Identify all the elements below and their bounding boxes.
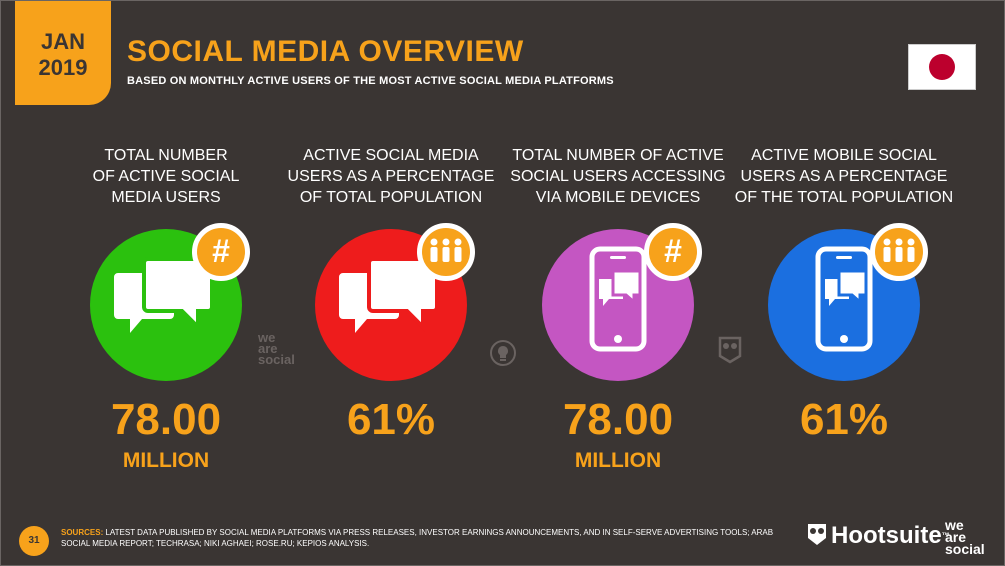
- stat-value: 61%: [346, 395, 436, 444]
- people-icon: [870, 223, 928, 281]
- stat-label: TOTAL NUMBER OF ACTIVE SOCIAL MEDIA USERS: [92, 147, 240, 206]
- we-are-social-logo: we are social: [945, 517, 985, 557]
- sources-label: SOURCES:: [61, 528, 104, 537]
- page-title: SOCIAL MEDIA OVERVIEW: [127, 35, 524, 68]
- lightbulb-icon: [490, 340, 516, 366]
- chat-bubbles-icon: [90, 229, 242, 381]
- people-icon: [417, 223, 475, 281]
- sources-text: LATEST DATA PUBLISHED BY SOCIAL MEDIA PL…: [61, 528, 774, 548]
- stat-value: 78.00: [562, 395, 674, 444]
- hash-icon: #: [192, 223, 250, 281]
- hash-icon: #: [644, 223, 702, 281]
- owl-watermark-icon: [718, 336, 742, 364]
- sources-note: SOURCES: LATEST DATA PUBLISHED BY SOCIAL…: [61, 527, 781, 549]
- page-subtitle: BASED ON MONTHLY ACTIVE USERS OF THE MOS…: [127, 75, 614, 87]
- stat-label: ACTIVE MOBILE SOCIAL USERS AS A PERCENTAG…: [734, 147, 954, 206]
- japan-flag-icon: [908, 44, 976, 90]
- date-badge: JAN 2019: [15, 1, 111, 105]
- page-number: 31: [19, 526, 49, 556]
- stat-unit: MILLION: [122, 449, 210, 472]
- stat-label: ACTIVE SOCIAL MEDIA USERS AS A PERCENTAGE…: [287, 147, 495, 206]
- hootsuite-owl-icon: [808, 524, 826, 545]
- date-year: 2019: [38, 55, 88, 80]
- hootsuite-logo: Hootsuite™: [831, 522, 950, 549]
- stat-value: 61%: [799, 395, 889, 444]
- stat-value: 78.00: [110, 395, 222, 444]
- stat-label: TOTAL NUMBER OF ACTIVE SOCIAL USERS ACCES…: [510, 147, 726, 206]
- stat-unit: MILLION: [574, 449, 662, 472]
- flag-sun: [929, 54, 955, 80]
- we-are-social-watermark: we are social: [258, 330, 295, 367]
- date-month: JAN: [40, 29, 85, 54]
